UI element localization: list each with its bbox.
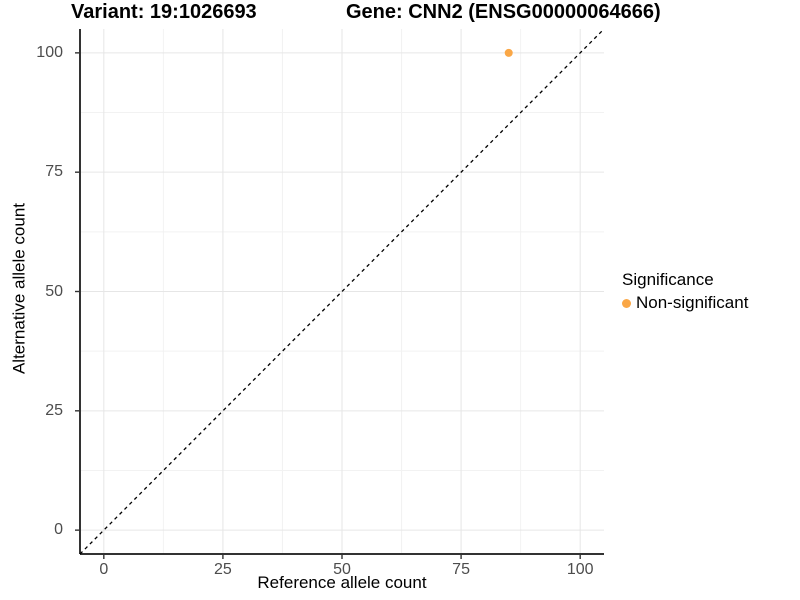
y-axis-tick-label: 100: [36, 43, 63, 61]
legend-entry: Non-significant: [622, 293, 748, 313]
y-axis-tick-labels: 0 25 50 75 100: [0, 29, 71, 554]
y-axis-tick-label: 25: [45, 401, 63, 419]
plot-area: [75, 28, 605, 559]
x-axis-tick-labels: 0 25 50 75 100: [80, 561, 604, 579]
legend: Significance Non-significant: [622, 269, 748, 313]
x-axis-tick-label: 75: [452, 561, 470, 578]
data-point: [504, 48, 513, 57]
y-axis-tick-label: 75: [45, 163, 63, 181]
x-axis-tick-label: 25: [214, 561, 232, 578]
x-axis-title: Reference allele count: [257, 573, 427, 592]
legend-entry-label: Non-significant: [636, 293, 749, 312]
identity-reference-line: [79, 28, 605, 555]
plot-panel: [75, 28, 605, 559]
x-axis-tick-label: 50: [333, 561, 351, 578]
variant-title: Variant: 19:1026693: [71, 1, 257, 23]
legend-title: Significance: [622, 270, 714, 289]
gene-title: Gene: CNN2 (ENSG00000064666): [346, 1, 661, 23]
y-axis-tick-label: 0: [54, 521, 63, 539]
y-axis-tick-label: 50: [45, 282, 63, 300]
x-axis-tick-label: 100: [566, 561, 594, 578]
x-axis-tick-label: 0: [99, 561, 109, 578]
y-axis-title: Alternative allele count: [9, 202, 29, 375]
legend-point-swatch-icon: [622, 298, 631, 308]
